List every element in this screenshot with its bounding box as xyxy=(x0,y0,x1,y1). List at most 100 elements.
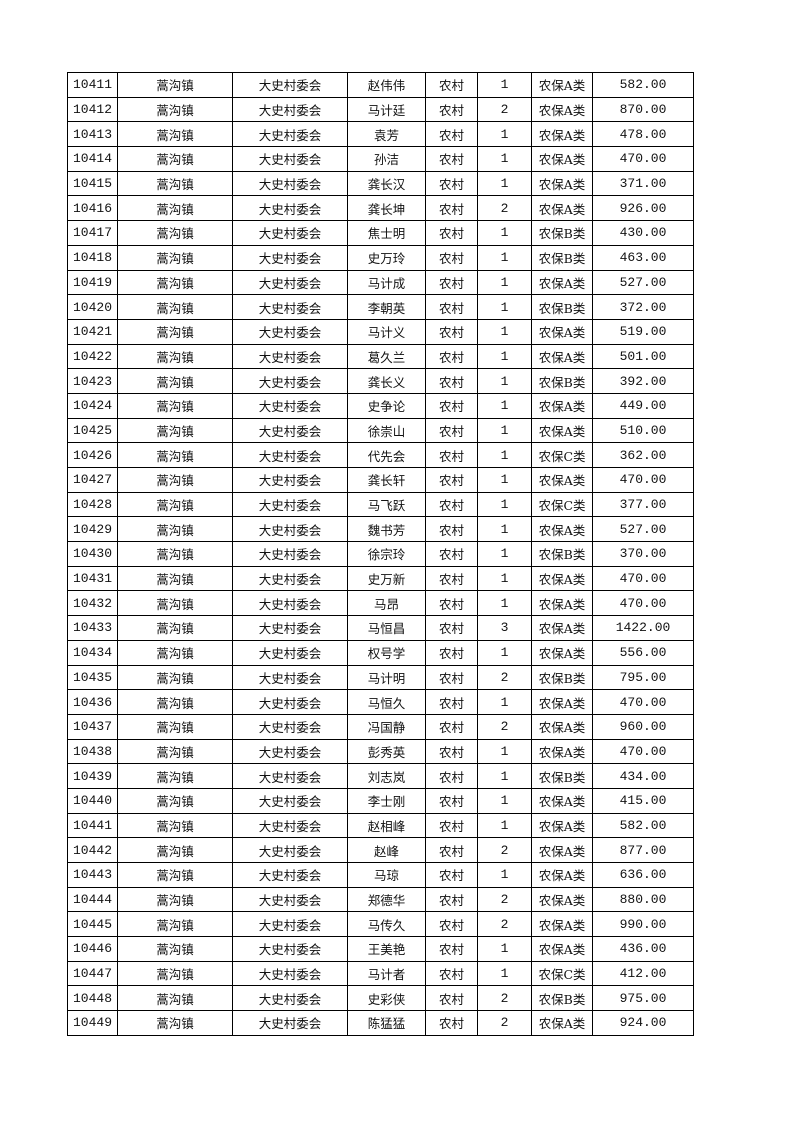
table-row: 10424 蒿沟镇 大史村委会 史争论 农村 1 农保A类 449.00 xyxy=(67,392,694,419)
type-cell: 农村 xyxy=(425,812,478,839)
type-cell: 农村 xyxy=(425,318,478,345)
type-cell: 农村 xyxy=(425,392,478,419)
village-cell: 大史村委会 xyxy=(232,195,348,222)
name-cell: 袁芳 xyxy=(347,121,426,148)
table-row: 10431 蒿沟镇 大史村委会 史万新 农村 1 农保A类 470.00 xyxy=(67,565,694,592)
category-cell: 农保A类 xyxy=(531,146,593,172)
count-cell: 1 xyxy=(477,639,532,666)
village-cell: 大史村委会 xyxy=(232,1010,348,1036)
amount-cell: 582.00 xyxy=(592,72,694,98)
category-cell: 农保A类 xyxy=(531,911,593,938)
category-cell: 农保A类 xyxy=(531,812,593,839)
count-cell: 1 xyxy=(477,170,532,197)
type-cell: 农村 xyxy=(425,491,478,518)
type-cell: 农村 xyxy=(425,763,478,789)
amount-cell: 470.00 xyxy=(592,689,694,715)
table-body: 10411 蒿沟镇 大史村委会 赵伟伟 农村 1 农保A类 582.00 10412 蒿沟镇 大史村… xyxy=(67,72,694,1036)
count-cell: 1 xyxy=(477,269,532,296)
table-row: 10427 蒿沟镇 大史村委会 龚长轩 农村 1 农保A类 470.00 xyxy=(67,467,694,493)
town-cell: 蒿沟镇 xyxy=(117,195,233,222)
name-cell: 权号学 xyxy=(347,639,426,666)
type-cell: 农村 xyxy=(425,146,478,172)
type-cell: 农村 xyxy=(425,368,478,394)
id-cell: 10432 xyxy=(67,590,118,617)
table-row: 10433 蒿沟镇 大史村委会 马恒昌 农村 3 农保A类 1422.00 xyxy=(67,615,694,641)
table-row: 10447 蒿沟镇 大史村委会 马计者 农村 1 农保C类 412.00 xyxy=(67,960,694,987)
name-cell: 马计义 xyxy=(347,318,426,345)
type-cell: 农村 xyxy=(425,195,478,222)
table-row: 10426 蒿沟镇 大史村委会 代先会 农村 1 农保C类 362.00 xyxy=(67,442,694,468)
id-cell: 10430 xyxy=(67,541,118,567)
id-cell: 10422 xyxy=(67,343,118,370)
id-cell: 10439 xyxy=(67,763,118,789)
amount-cell: 362.00 xyxy=(592,442,694,468)
table-row: 10420 蒿沟镇 大史村委会 李朝英 农村 1 农保B类 372.00 xyxy=(67,294,694,320)
id-cell: 10413 xyxy=(67,121,118,148)
village-cell: 大史村委会 xyxy=(232,244,348,271)
town-cell: 蒿沟镇 xyxy=(117,146,233,172)
count-cell: 1 xyxy=(477,936,532,962)
category-cell: 农保C类 xyxy=(531,960,593,987)
category-cell: 农保B类 xyxy=(531,220,593,246)
village-cell: 大史村委会 xyxy=(232,713,348,740)
count-cell: 2 xyxy=(477,96,532,123)
table-row: 10421 蒿沟镇 大史村委会 马计义 农村 1 农保A类 519.00 xyxy=(67,318,694,345)
amount-cell: 449.00 xyxy=(592,392,694,419)
category-cell: 农保A类 xyxy=(531,392,593,419)
name-cell: 史彩侠 xyxy=(347,985,426,1012)
id-cell: 10445 xyxy=(67,911,118,938)
town-cell: 蒿沟镇 xyxy=(117,689,233,715)
amount-cell: 470.00 xyxy=(592,467,694,493)
count-cell: 1 xyxy=(477,763,532,789)
category-cell: 农保A类 xyxy=(531,590,593,617)
count-cell: 1 xyxy=(477,960,532,987)
category-cell: 农保A类 xyxy=(531,195,593,222)
town-cell: 蒿沟镇 xyxy=(117,936,233,962)
id-cell: 10437 xyxy=(67,713,118,740)
id-cell: 10411 xyxy=(67,72,118,98)
id-cell: 10419 xyxy=(67,269,118,296)
count-cell: 1 xyxy=(477,590,532,617)
table-row: 10444 蒿沟镇 大史村委会 郑德华 农村 2 农保A类 880.00 xyxy=(67,886,694,913)
name-cell: 马恒久 xyxy=(347,689,426,715)
town-cell: 蒿沟镇 xyxy=(117,639,233,666)
amount-cell: 636.00 xyxy=(592,862,694,888)
table-row: 10439 蒿沟镇 大史村委会 刘志岚 农村 1 农保B类 434.00 xyxy=(67,763,694,789)
table-row: 10446 蒿沟镇 大史村委会 王美艳 农村 1 农保A类 436.00 xyxy=(67,936,694,962)
category-cell: 农保B类 xyxy=(531,541,593,567)
town-cell: 蒿沟镇 xyxy=(117,392,233,419)
town-cell: 蒿沟镇 xyxy=(117,565,233,592)
id-cell: 10423 xyxy=(67,368,118,394)
count-cell: 3 xyxy=(477,615,532,641)
table-row: 10428 蒿沟镇 大史村委会 马飞跃 农村 1 农保C类 377.00 xyxy=(67,491,694,518)
table-row: 10418 蒿沟镇 大史村委会 史万玲 农村 1 农保B类 463.00 xyxy=(67,244,694,271)
village-cell: 大史村委会 xyxy=(232,343,348,370)
name-cell: 李朝英 xyxy=(347,294,426,320)
amount-cell: 470.00 xyxy=(592,590,694,617)
id-cell: 10427 xyxy=(67,467,118,493)
amount-cell: 582.00 xyxy=(592,812,694,839)
id-cell: 10417 xyxy=(67,220,118,246)
id-cell: 10421 xyxy=(67,318,118,345)
village-cell: 大史村委会 xyxy=(232,442,348,468)
category-cell: 农保B类 xyxy=(531,763,593,789)
table-row: 10442 蒿沟镇 大史村委会 赵峰 农村 2 农保A类 877.00 xyxy=(67,837,694,863)
table-row: 10435 蒿沟镇 大史村委会 马计明 农村 2 农保B类 795.00 xyxy=(67,664,694,691)
category-cell: 农保A类 xyxy=(531,417,593,444)
table-row: 10416 蒿沟镇 大史村委会 龚长坤 农村 2 农保A类 926.00 xyxy=(67,195,694,222)
category-cell: 农保B类 xyxy=(531,244,593,271)
town-cell: 蒿沟镇 xyxy=(117,170,233,197)
amount-cell: 926.00 xyxy=(592,195,694,222)
count-cell: 1 xyxy=(477,541,532,567)
count-cell: 2 xyxy=(477,713,532,740)
village-cell: 大史村委会 xyxy=(232,886,348,913)
id-cell: 10446 xyxy=(67,936,118,962)
type-cell: 农村 xyxy=(425,541,478,567)
records-table: 10411 蒿沟镇 大史村委会 赵伟伟 农村 1 农保A类 582.00 10412 蒿沟镇 大史村… xyxy=(67,72,694,1036)
type-cell: 农村 xyxy=(425,442,478,468)
town-cell: 蒿沟镇 xyxy=(117,590,233,617)
category-cell: 农保A类 xyxy=(531,467,593,493)
village-cell: 大史村委会 xyxy=(232,491,348,518)
amount-cell: 527.00 xyxy=(592,269,694,296)
table-row: 10434 蒿沟镇 大史村委会 权号学 农村 1 农保A类 556.00 xyxy=(67,639,694,666)
